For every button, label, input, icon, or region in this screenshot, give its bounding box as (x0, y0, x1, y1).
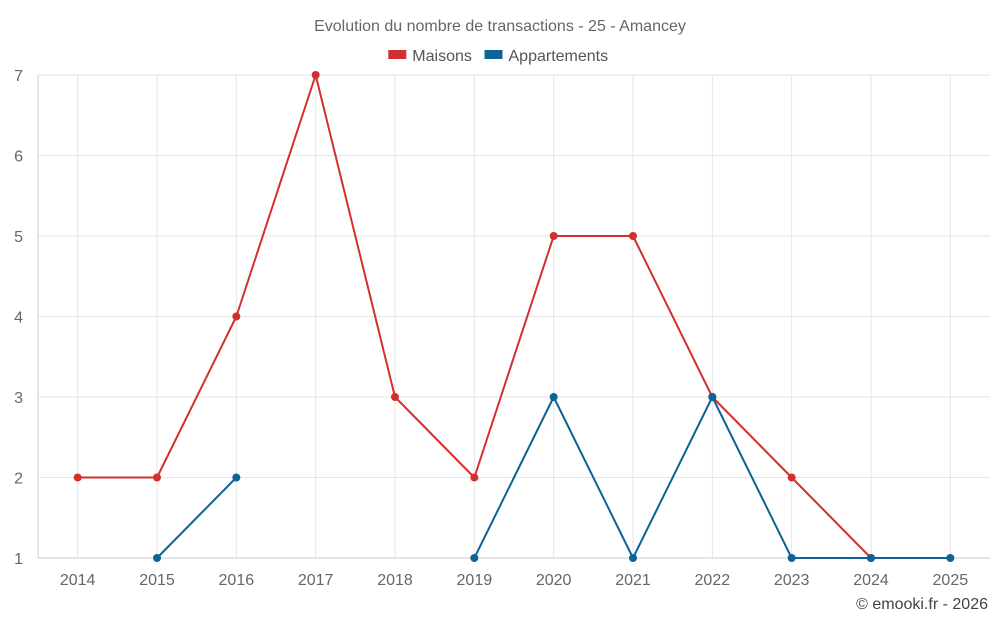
legend-label: Maisons (412, 48, 472, 65)
data-point[interactable] (629, 232, 637, 240)
legend: Maisons Appartements (388, 48, 608, 65)
data-point[interactable] (232, 473, 241, 482)
series-line (156, 476, 238, 559)
data-point[interactable] (391, 393, 399, 401)
y-tick-label: 4 (14, 310, 23, 327)
x-tick-label: 2018 (377, 572, 413, 589)
series-group (73, 71, 955, 562)
y-tick-label: 5 (14, 229, 23, 246)
x-tick-label: 2022 (695, 572, 731, 589)
x-tick-label: 2025 (933, 572, 969, 589)
legend-swatch (388, 50, 407, 59)
data-point[interactable] (311, 71, 320, 79)
data-point[interactable] (867, 554, 875, 562)
data-point[interactable] (153, 554, 161, 562)
x-tick-label: 2019 (457, 572, 493, 589)
x-tick-label: 2015 (139, 572, 175, 589)
x-tick-label: 2017 (298, 572, 334, 589)
data-point[interactable] (153, 473, 161, 482)
x-tick-label: 2014 (60, 572, 96, 589)
y-tick-label: 6 (14, 149, 23, 166)
data-point[interactable] (946, 554, 955, 562)
chart-title: Evolution du nombre de transactions - 25… (314, 18, 686, 35)
data-point[interactable] (708, 393, 717, 401)
x-tick-label: 2021 (615, 572, 651, 589)
grid (38, 74, 990, 558)
data-point[interactable] (470, 473, 479, 482)
legend-item-maisons[interactable]: Maisons (388, 48, 472, 65)
data-point[interactable] (629, 554, 637, 562)
credit-text: © emooki.fr - 2026 (856, 596, 988, 613)
y-tick-label: 7 (14, 68, 23, 85)
legend-swatch (484, 50, 503, 59)
x-tick-label: 2023 (774, 572, 810, 589)
series-appartements (153, 393, 955, 562)
data-point[interactable] (787, 473, 796, 482)
legend-item-appartements[interactable]: Appartements (484, 48, 609, 65)
x-tick-label: 2016 (219, 572, 255, 589)
y-tick-label: 1 (14, 551, 23, 568)
x-tick-label: 2024 (853, 572, 889, 589)
data-point[interactable] (73, 473, 82, 482)
data-point[interactable] (787, 554, 796, 562)
y-tick-label: 2 (14, 471, 23, 488)
x-axis: 2014 2015 2016 2017 2018 2019 2020 2021 2022 2023… (38, 557, 990, 589)
legend-label: Appartements (509, 48, 609, 65)
data-point[interactable] (470, 554, 479, 562)
x-tick-label: 2020 (536, 572, 572, 589)
y-tick-label: 3 (14, 390, 23, 407)
data-point[interactable] (549, 393, 558, 401)
data-point[interactable] (232, 312, 241, 321)
data-point[interactable] (549, 232, 558, 240)
y-axis: 1 2 3 4 5 6 7 (14, 68, 39, 568)
